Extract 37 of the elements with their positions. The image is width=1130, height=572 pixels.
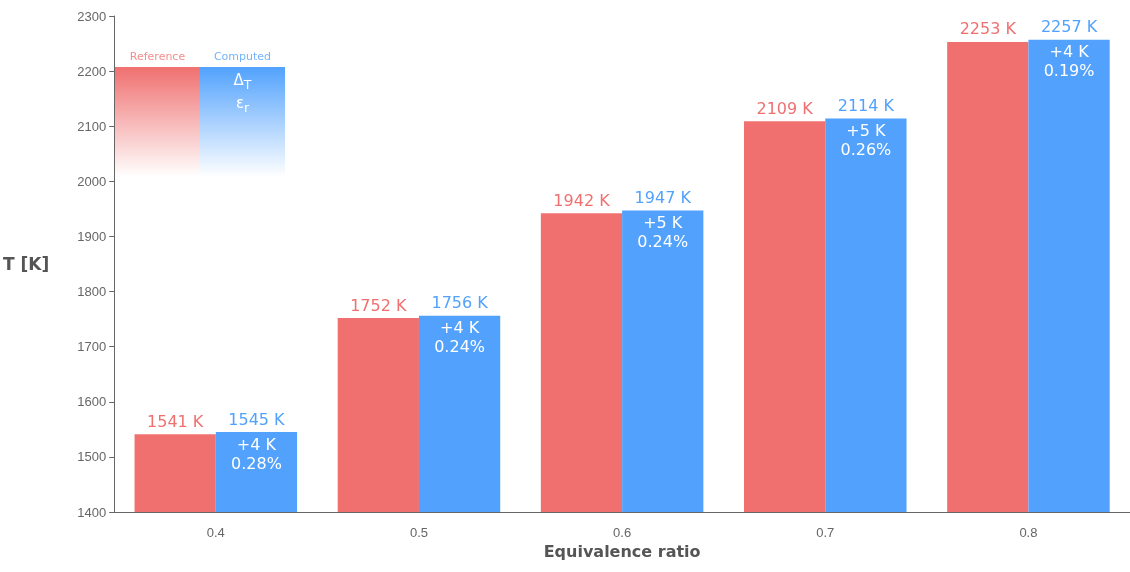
y-axis-title: T [K] — [2, 254, 50, 274]
annotation: +4 K 0.28% — [231, 434, 282, 473]
x-axis-title: Equivalence ratio — [543, 542, 701, 562]
annotation: +5 K 0.26% — [840, 121, 892, 160]
text: Reference — [128, 50, 187, 63]
annotation: Δ$_{T}$ — [232, 71, 253, 94]
data-label: 2253 K — [959, 19, 1017, 39]
data-label: 1541 K — [147, 411, 204, 431]
y-tick-label: 2100 — [77, 118, 107, 134]
y-tick-label: 1600 — [77, 394, 107, 410]
y-tick-label: 1900 — [77, 228, 107, 244]
data-label: 2114 K — [837, 96, 895, 116]
data-label: 2109 K — [756, 98, 814, 118]
annotation: +5 K 0.24% — [637, 213, 689, 252]
data-label: 1942 K — [553, 190, 611, 210]
x-tick-label: 0.6 — [613, 525, 632, 540]
legend-swatch: Δ$_{T}$ ε$_{r}$ — [200, 67, 285, 177]
y-tick-label: 2300 — [77, 8, 107, 24]
x-tick-label: 0.8 — [1019, 525, 1038, 540]
x-tick-label: 0.5 — [409, 525, 428, 540]
y-tick-label: 1500 — [77, 449, 107, 465]
data-label: 1752 K — [350, 295, 407, 315]
y-tick-label: 2200 — [77, 63, 107, 79]
text: Computed — [212, 50, 273, 63]
data-label: 1545 K — [228, 409, 286, 429]
y-tick-label: 1700 — [77, 339, 107, 355]
data-label: 2257 K — [1040, 17, 1098, 37]
x-tick-label: 0.4 — [206, 525, 225, 540]
y-tick-label: 2000 — [77, 173, 107, 189]
y-tick-label: 1800 — [77, 284, 107, 300]
y-tick-label: 1400 — [77, 504, 107, 520]
data-label: 1756 K — [431, 293, 489, 313]
x-tick-label: 0.7 — [816, 525, 835, 540]
annotation: ε$_{r}$ — [234, 94, 251, 117]
annotation: +4 K 0.24% — [434, 318, 485, 357]
annotation: +4 K 0.19% — [1043, 42, 1095, 81]
data-label: 1947 K — [634, 188, 692, 208]
